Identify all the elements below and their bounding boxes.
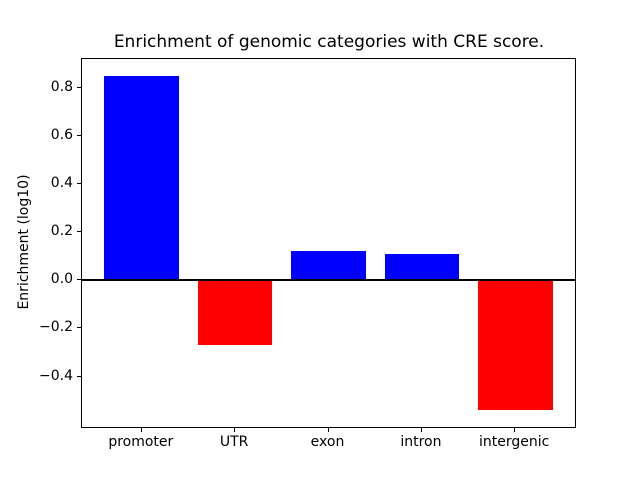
x-tick-label-intergenic: intergenic — [479, 434, 550, 450]
y-axis-label: Enrichment (log10) — [16, 174, 32, 310]
bar-UTR — [197, 280, 273, 346]
y-tick-mark — [77, 86, 81, 88]
y-tick-label: −0.4 — [39, 367, 73, 384]
y-tick-mark — [77, 375, 81, 377]
y-tick-label: 0.8 — [50, 78, 73, 95]
x-tick-label-intron: intron — [400, 434, 442, 450]
y-tick-mark — [77, 183, 81, 185]
bar-intergenic — [477, 280, 553, 411]
y-tick-mark — [77, 135, 81, 136]
y-tick-mark — [77, 231, 81, 233]
x-tick-label-UTR: UTR — [219, 434, 249, 450]
plot-area — [81, 58, 576, 428]
x-tick-mark — [140, 428, 142, 432]
x-tick-mark — [327, 428, 329, 432]
x-tick-label-promoter: promoter — [108, 434, 174, 450]
y-tick-mark — [77, 327, 81, 329]
x-tick-mark — [234, 428, 236, 432]
x-tick-label-exon: exon — [310, 434, 345, 450]
y-tick-mark — [77, 279, 81, 281]
bar-intron — [384, 253, 460, 281]
x-tick-mark — [420, 428, 422, 432]
chart-title: Enrichment of genomic categories with CR… — [113, 32, 545, 52]
y-tick-label: −0.2 — [39, 319, 73, 336]
y-tick-label: 0.0 — [50, 271, 73, 288]
zero-line — [82, 279, 575, 282]
bar-exon — [291, 251, 366, 281]
bar-promoter — [104, 75, 180, 281]
x-tick-mark — [514, 428, 516, 432]
y-tick-label: 0.6 — [50, 127, 73, 143]
y-tick-label: 0.4 — [50, 175, 73, 192]
y-tick-label: 0.2 — [50, 223, 73, 240]
